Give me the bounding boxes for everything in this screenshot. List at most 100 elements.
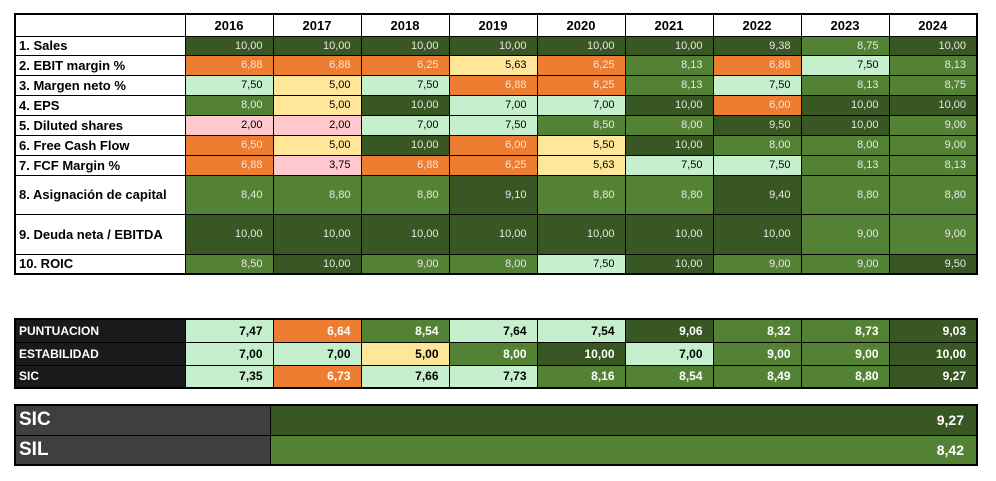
score-cell: 8,13 (888, 154, 978, 176)
score-cell: 7,50 (536, 253, 626, 275)
summary-cell: 7,00 (184, 341, 274, 366)
score-cell: 10,00 (888, 35, 978, 56)
score-cell: 10,00 (184, 35, 274, 56)
score-cell: 10,00 (624, 213, 714, 255)
final-score-value: 9,27 (269, 404, 978, 436)
score-cell: 9,40 (712, 174, 802, 215)
score-cell: 10,00 (624, 35, 714, 56)
score-cell: 8,80 (272, 174, 362, 215)
summary-cell: 7,54 (536, 318, 626, 343)
score-cell: 8,50 (184, 253, 274, 275)
score-cell: 10,00 (272, 253, 362, 275)
year-header: 2023 (800, 13, 890, 37)
metric-label: 9. Deuda neta / EBITDA (14, 213, 186, 255)
score-cell: 9,50 (712, 114, 802, 136)
score-cell: 7,50 (184, 74, 274, 96)
score-cell: 10,00 (360, 35, 450, 56)
score-cell: 9,50 (888, 253, 978, 275)
score-cell: 10,00 (888, 94, 978, 116)
metric-label: 7. FCF Margin % (14, 154, 186, 176)
score-cell: 9,00 (800, 253, 890, 275)
year-header: 2021 (624, 13, 714, 37)
score-cell: 7,50 (624, 154, 714, 176)
year-header: 2020 (536, 13, 626, 37)
score-cell: 10,00 (624, 253, 714, 275)
year-header: 2022 (712, 13, 802, 37)
score-cell: 7,50 (360, 74, 450, 96)
year-header: 2019 (448, 13, 538, 37)
summary-cell: 8,54 (624, 364, 714, 389)
metric-label: 8. Asignación de capital (14, 174, 186, 215)
final-score-value: 8,42 (269, 434, 978, 466)
metric-row: 4. EPS 8,00 5,00 10,00 7,00 7,00 10,00 6,00 10,0… (14, 94, 978, 116)
score-cell: 10,00 (448, 35, 538, 56)
metric-row: 2. EBIT margin % 6,88 6,88 6,25 5,63 6,25 8,13… (14, 54, 978, 76)
metric-label: 5. Diluted shares (14, 114, 186, 136)
score-cell: 8,13 (624, 54, 714, 76)
score-cell: 6,88 (712, 54, 802, 76)
score-cell: 9,00 (888, 213, 978, 255)
score-cell: 8,00 (800, 134, 890, 156)
score-cell: 10,00 (800, 94, 890, 116)
score-cell: 8,00 (184, 94, 274, 116)
score-cell: 8,00 (712, 134, 802, 156)
summary-label: PUNTUACION (14, 318, 186, 343)
summary-cell: 9,00 (800, 341, 890, 366)
summary-cell: 7,66 (360, 364, 450, 389)
final-score-label: SIL (14, 434, 271, 466)
metric-label: 1. Sales (14, 35, 186, 56)
summary-cell: 8,80 (800, 364, 890, 389)
score-cell: 10,00 (272, 213, 362, 255)
metric-label: 3. Margen neto % (14, 74, 186, 96)
header-corner-cell (14, 13, 186, 37)
summary-label: ESTABILIDAD (14, 341, 186, 366)
score-cell: 10,00 (360, 213, 450, 255)
score-cell: 6,00 (448, 134, 538, 156)
score-cell: 10,00 (272, 35, 362, 56)
year-header: 2017 (272, 13, 362, 37)
summary-cell: 8,54 (360, 318, 450, 343)
score-cell: 7,50 (800, 54, 890, 76)
score-cell: 8,13 (800, 74, 890, 96)
summary-cell: 9,27 (888, 364, 978, 389)
score-cell: 6,25 (536, 54, 626, 76)
summary-table: PUNTUACION 7,47 6,64 8,54 7,64 7,54 9,06 8,32 8,… (14, 318, 978, 389)
score-cell: 9,00 (888, 134, 978, 156)
score-cell: 6,88 (272, 54, 362, 76)
summary-cell: 10,00 (536, 341, 626, 366)
score-cell: 9,00 (888, 114, 978, 136)
score-cell: 8,80 (624, 174, 714, 215)
metric-row: 7. FCF Margin % 6,88 3,75 6,88 6,25 5,63 7,50 7… (14, 154, 978, 176)
summary-cell: 9,00 (712, 341, 802, 366)
summary-cell: 9,03 (888, 318, 978, 343)
score-cell: 9,00 (800, 213, 890, 255)
summary-cell: 6,64 (272, 318, 362, 343)
score-cell: 6,88 (360, 154, 450, 176)
score-cell: 5,00 (272, 94, 362, 116)
score-cell: 9,38 (712, 35, 802, 56)
score-cell: 5,50 (536, 134, 626, 156)
score-cell: 10,00 (712, 213, 802, 255)
metric-label: 2. EBIT margin % (14, 54, 186, 76)
score-cell: 5,00 (272, 74, 362, 96)
score-cell: 10,00 (624, 94, 714, 116)
metric-row: 6. Free Cash Flow 6,50 5,00 10,00 6,00 5,50 10… (14, 134, 978, 156)
score-cell: 5,63 (448, 54, 538, 76)
score-cell: 7,50 (712, 154, 802, 176)
summary-cell: 10,00 (888, 341, 978, 366)
score-cell: 8,40 (184, 174, 274, 215)
score-cell: 7,50 (712, 74, 802, 96)
metric-row: 9. Deuda neta / EBITDA 10,00 10,00 10,00 10,… (14, 213, 978, 255)
summary-cell: 8,00 (448, 341, 538, 366)
score-cell: 6,25 (536, 74, 626, 96)
summary-cell: 7,64 (448, 318, 538, 343)
metric-row: 5. Diluted shares 2,00 2,00 7,00 7,50 8,50 8,0… (14, 114, 978, 136)
score-cell: 10,00 (448, 213, 538, 255)
score-cell: 7,00 (536, 94, 626, 116)
score-cell: 9,00 (712, 253, 802, 275)
summary-row: SIC 7,35 6,73 7,66 7,73 8,16 8,54 8,49 8,80 9,27 (14, 364, 978, 389)
score-cell: 10,00 (800, 114, 890, 136)
summary-row: ESTABILIDAD 7,00 7,00 5,00 8,00 10,00 7,00 9,00… (14, 341, 978, 366)
score-cell: 10,00 (360, 134, 450, 156)
score-cell: 8,80 (888, 174, 978, 215)
